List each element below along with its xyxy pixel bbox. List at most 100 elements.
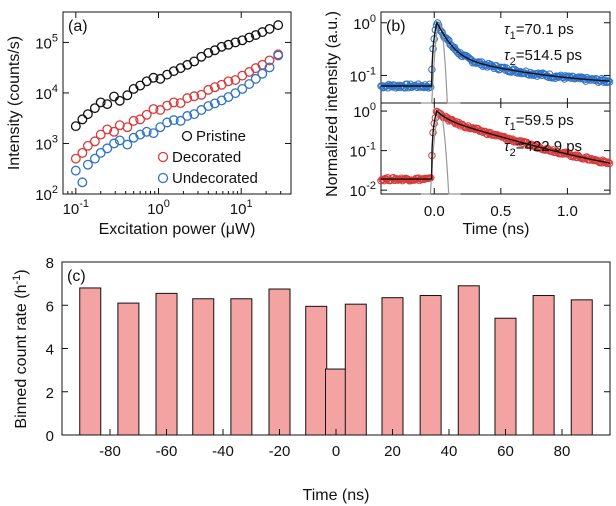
- point-undecorated: [189, 109, 200, 120]
- legend-label-decorated: Decorated: [172, 149, 241, 166]
- decay-point: [419, 83, 427, 91]
- point-pristine: [77, 114, 88, 125]
- point-undecorated: [203, 101, 214, 112]
- point-decorated: [135, 114, 146, 125]
- point-pristine: [250, 30, 261, 40]
- x-tick-label: 60: [497, 443, 514, 460]
- decay-point: [445, 36, 453, 45]
- y-tick-label: 100: [353, 101, 376, 121]
- point-decorated: [89, 136, 100, 147]
- x-tick-label: 20: [384, 443, 401, 460]
- point-decorated: [209, 82, 220, 93]
- bar: [79, 287, 102, 436]
- decay-point: [427, 83, 435, 91]
- irf-curve: [420, 110, 461, 195]
- point-undecorated: [168, 115, 179, 126]
- point-pristine: [89, 103, 100, 114]
- fit-curve: [381, 109, 610, 180]
- point-undecorated: [155, 122, 166, 133]
- legend-label-undecorated: Undecorated: [172, 170, 258, 187]
- panel-c-label: (c): [67, 268, 86, 285]
- decay-point: [527, 71, 536, 79]
- panel-c-xlabel: Time (ns): [303, 487, 370, 504]
- bar: [325, 368, 347, 436]
- x-tick-label: 0.5: [490, 203, 511, 220]
- point-undecorated: [77, 177, 88, 188]
- y-tick-label: 10-2: [350, 180, 376, 200]
- point-pristine: [230, 37, 241, 48]
- point-pristine: [203, 47, 214, 58]
- x-tick-label: -80: [99, 443, 121, 460]
- decay-point: [605, 159, 614, 168]
- point-pristine: [223, 39, 234, 50]
- y-tick-label: 6: [46, 298, 54, 315]
- point-decorated: [168, 97, 179, 108]
- panel-c-bars: [79, 285, 593, 436]
- point-pristine: [237, 35, 248, 46]
- legend-marker-decorated: [157, 151, 169, 163]
- point-pristine: [189, 56, 200, 67]
- panel-b-xlabel: Time (ns): [463, 221, 530, 238]
- x-tick-label: 101: [230, 198, 253, 218]
- bar: [457, 285, 480, 436]
- bar: [381, 297, 404, 436]
- panel-a-ylabel: Intensity (counts/s): [6, 36, 23, 170]
- fit-curve: [381, 20, 610, 87]
- bar: [230, 298, 253, 436]
- x-tick-label: 1.0: [557, 203, 578, 220]
- x-tick-label: 0: [332, 443, 340, 460]
- point-pristine: [109, 91, 120, 102]
- legend-label-pristine: Pristine: [196, 128, 246, 145]
- panel-c-ylabel: Binned count rate (h-1): [11, 269, 30, 428]
- point-undecorated: [95, 147, 106, 158]
- point-pristine: [148, 72, 159, 83]
- tau1-bottom-annotation: τ1=59.5 ps: [504, 112, 574, 133]
- point-decorated: [189, 91, 200, 102]
- point-undecorated: [182, 111, 193, 121]
- panel-a-points: [70, 20, 284, 188]
- bar: [419, 295, 442, 436]
- point-decorated: [244, 67, 255, 77]
- point-decorated: [109, 126, 120, 137]
- point-undecorated: [70, 165, 81, 176]
- y-tick-label: 10-1: [350, 141, 376, 161]
- tau2-top-annotation: τ2=514.5 ps: [504, 47, 582, 68]
- y-tick-label: 100: [353, 13, 376, 33]
- decay-point: [588, 75, 597, 83]
- point-undecorated: [175, 115, 186, 126]
- point-undecorated: [122, 139, 133, 150]
- point-pristine: [122, 90, 133, 101]
- panel-b-axes: 10-1 100 10-2 10-1 100 0.0 0.5 1.0: [350, 12, 610, 220]
- irf-curve: [420, 22, 461, 104]
- point-decorated: [77, 147, 88, 158]
- x-tick-label: -60: [156, 443, 178, 460]
- point-undecorated: [148, 128, 159, 139]
- point-undecorated: [141, 126, 152, 137]
- point-decorated: [141, 109, 152, 120]
- panel-a-label: (a): [68, 18, 88, 35]
- y-tick-label: 0: [46, 428, 54, 445]
- panel-a-frame: [62, 11, 292, 195]
- point-decorated: [264, 55, 275, 66]
- decay-point: [541, 146, 549, 154]
- point-decorated: [230, 75, 241, 85]
- point-decorated: [182, 93, 193, 104]
- point-undecorated: [237, 83, 248, 94]
- panel-b-top-plot: [377, 19, 614, 104]
- bar: [344, 303, 367, 436]
- point-pristine: [102, 99, 113, 110]
- y-tick-label: 10-1: [350, 65, 376, 85]
- tau2-bottom-annotation: τ2=422.9 ps: [504, 138, 582, 159]
- decay-point: [603, 159, 612, 168]
- point-pristine: [70, 121, 81, 132]
- panel-b-bottom-frame: [380, 102, 611, 195]
- point-decorated: [203, 84, 214, 95]
- bar: [570, 299, 593, 436]
- x-tick-label: 10-1: [63, 198, 89, 218]
- x-tick-label: 0.0: [424, 203, 445, 220]
- point-decorated: [95, 129, 106, 140]
- point-pristine: [95, 97, 106, 108]
- panel-a-axes: 10-1 100 101 102 103 104 105: [35, 12, 292, 218]
- point-undecorated: [102, 143, 113, 154]
